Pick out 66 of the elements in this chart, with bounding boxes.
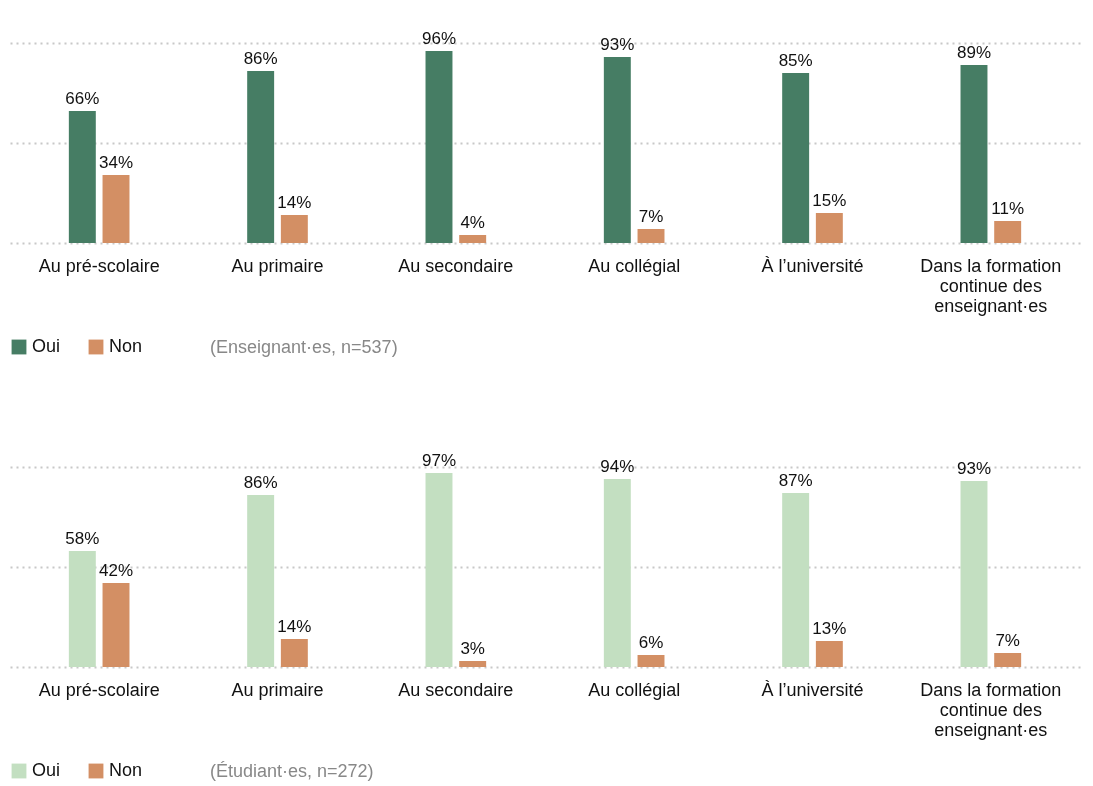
- text: (Enseignant·es, n=537): [210, 337, 398, 357]
- x-tick-label: À l’université: [761, 679, 864, 700]
- data-label: 3%: [460, 639, 485, 658]
- legend-label: Oui: [32, 336, 61, 356]
- data-label: 34%: [98, 153, 134, 172]
- bar: [637, 229, 665, 243]
- x-tick-label: Au pré-scolaire: [38, 255, 160, 276]
- bar: [603, 57, 631, 243]
- data-label: 7%: [995, 631, 1020, 650]
- x-tick-label: Au primaire: [231, 679, 324, 700]
- x-tick-label: Au secondaire: [398, 255, 514, 276]
- bar: [815, 213, 843, 243]
- bar: [459, 235, 487, 243]
- bar: [994, 221, 1022, 243]
- x-tick-label: Au collégial: [588, 255, 681, 276]
- bar: [637, 655, 665, 667]
- legend-label: Oui: [32, 760, 61, 780]
- data-label: 87%: [778, 471, 813, 490]
- bar: [960, 481, 988, 667]
- x-tick-label: Dans la formation continue des enseignant·es: [920, 255, 1062, 316]
- legend-label: Non: [109, 760, 143, 780]
- legend-label: Non: [109, 336, 143, 356]
- data-label: 86%: [243, 49, 278, 68]
- bar: [247, 71, 275, 243]
- bar: [459, 661, 487, 667]
- x-tick-label: Au primaire: [231, 255, 324, 276]
- x-tick-label: Au secondaire: [398, 679, 514, 700]
- bar: [782, 493, 810, 667]
- bar: [247, 495, 275, 667]
- data-label: 6%: [638, 633, 664, 652]
- data-label: 11%: [991, 199, 1025, 218]
- data-label: 96%: [421, 29, 457, 48]
- x-tick-label: À l’université: [761, 255, 864, 276]
- bar: [603, 479, 631, 667]
- bar: [425, 473, 453, 667]
- bar: [960, 65, 988, 243]
- bar: [782, 73, 810, 243]
- bar: [280, 215, 308, 243]
- data-label: 13%: [812, 619, 847, 638]
- data-label: 93%: [600, 35, 635, 54]
- x-tick-label: Dans la formation continue des enseignant·es: [920, 679, 1062, 740]
- data-label: 86%: [243, 473, 278, 492]
- data-label: 58%: [65, 529, 100, 548]
- data-label: 94%: [600, 457, 635, 476]
- bar: [68, 111, 96, 243]
- bar: [68, 551, 96, 667]
- data-label: 66%: [65, 89, 100, 108]
- bar: [994, 653, 1022, 667]
- data-label: 85%: [778, 51, 813, 70]
- data-label: 93%: [956, 459, 992, 478]
- data-label: 97%: [421, 451, 457, 470]
- data-label: 42%: [98, 561, 134, 580]
- data-label: 89%: [956, 43, 992, 62]
- data-label: 7%: [638, 207, 664, 226]
- data-label: 15%: [812, 191, 847, 210]
- x-tick-label: Au collégial: [588, 679, 681, 700]
- data-label: 14%: [277, 617, 312, 636]
- bar: [280, 639, 308, 667]
- x-tick-label: Au pré-scolaire: [38, 679, 160, 700]
- bar: [815, 641, 843, 667]
- data-label: 4%: [460, 213, 485, 232]
- bar: [425, 51, 453, 243]
- bar: [102, 583, 130, 667]
- data-label: 14%: [277, 193, 312, 212]
- bar: [102, 175, 130, 243]
- text: (Étudiant·es, n=272): [210, 761, 374, 781]
